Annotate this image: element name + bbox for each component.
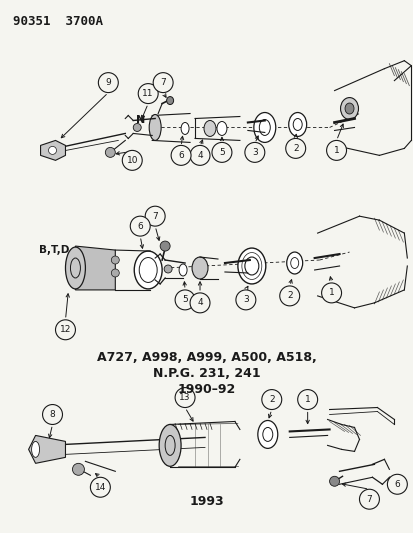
Text: 6: 6 [394, 480, 399, 489]
Circle shape [387, 474, 406, 494]
Circle shape [153, 72, 173, 93]
Circle shape [90, 477, 110, 497]
Ellipse shape [237, 248, 265, 284]
Circle shape [235, 290, 255, 310]
Ellipse shape [340, 98, 358, 119]
Text: 8: 8 [50, 410, 55, 419]
Polygon shape [40, 140, 65, 160]
Ellipse shape [134, 251, 162, 289]
Text: 7: 7 [160, 78, 166, 87]
Text: 9: 9 [105, 78, 111, 87]
Text: 2: 2 [286, 292, 292, 301]
Circle shape [175, 387, 195, 408]
Ellipse shape [257, 421, 277, 448]
Text: 14: 14 [95, 483, 106, 492]
Text: 7: 7 [366, 495, 371, 504]
Circle shape [321, 283, 341, 303]
Circle shape [98, 72, 118, 93]
Circle shape [211, 142, 231, 163]
Ellipse shape [149, 115, 161, 140]
Text: 90351  3700A: 90351 3700A [13, 15, 102, 28]
Circle shape [297, 390, 317, 409]
Circle shape [48, 147, 56, 155]
Text: B,T,D: B,T,D [38, 245, 69, 255]
Text: A727, A998, A999, A500, A518,: A727, A998, A999, A500, A518, [97, 351, 316, 364]
Text: 1: 1 [333, 146, 339, 155]
Ellipse shape [253, 112, 275, 142]
Text: 1990–92: 1990–92 [178, 383, 235, 396]
Circle shape [111, 256, 119, 264]
Text: 1993: 1993 [189, 495, 224, 508]
Text: N: N [135, 116, 145, 125]
Text: 6: 6 [137, 222, 143, 231]
Ellipse shape [286, 252, 302, 274]
Circle shape [175, 290, 195, 310]
Text: 5: 5 [182, 295, 188, 304]
Circle shape [244, 142, 264, 163]
Ellipse shape [344, 103, 353, 114]
Circle shape [133, 124, 141, 132]
Text: 3: 3 [242, 295, 248, 304]
Circle shape [55, 320, 75, 340]
Circle shape [72, 463, 84, 475]
Circle shape [190, 146, 209, 165]
Text: 4: 4 [197, 298, 202, 308]
Circle shape [43, 405, 62, 424]
Circle shape [105, 148, 115, 157]
Ellipse shape [31, 441, 40, 457]
Ellipse shape [288, 112, 306, 136]
Ellipse shape [65, 247, 85, 289]
Ellipse shape [216, 122, 226, 135]
Text: 5: 5 [218, 148, 224, 157]
Ellipse shape [180, 123, 189, 134]
Circle shape [329, 477, 339, 486]
Circle shape [279, 286, 299, 306]
Circle shape [285, 139, 305, 158]
Text: 12: 12 [59, 325, 71, 334]
Text: 1: 1 [304, 395, 310, 404]
Circle shape [122, 150, 142, 171]
Polygon shape [75, 246, 115, 290]
Text: 7: 7 [152, 212, 158, 221]
Text: 4: 4 [197, 151, 202, 160]
Circle shape [160, 241, 170, 251]
Circle shape [130, 216, 150, 236]
Ellipse shape [179, 264, 187, 276]
Ellipse shape [204, 120, 216, 136]
Ellipse shape [166, 96, 173, 104]
Text: N.P.G. 231, 241: N.P.G. 231, 241 [153, 367, 260, 380]
Circle shape [261, 390, 281, 409]
Text: 2: 2 [292, 144, 298, 153]
Ellipse shape [159, 424, 180, 466]
Circle shape [190, 293, 209, 313]
Circle shape [326, 140, 346, 160]
Circle shape [145, 206, 165, 226]
Circle shape [164, 265, 172, 273]
Text: 1: 1 [328, 288, 334, 297]
Text: 6: 6 [178, 151, 183, 160]
Polygon shape [28, 435, 65, 463]
Circle shape [111, 269, 119, 277]
Text: 11: 11 [142, 89, 154, 98]
Circle shape [138, 84, 158, 103]
Text: 3: 3 [252, 148, 257, 157]
Ellipse shape [192, 257, 207, 279]
Text: 13: 13 [179, 393, 190, 402]
Text: 2: 2 [268, 395, 274, 404]
Circle shape [171, 146, 190, 165]
Text: 10: 10 [126, 156, 138, 165]
Circle shape [358, 489, 378, 509]
